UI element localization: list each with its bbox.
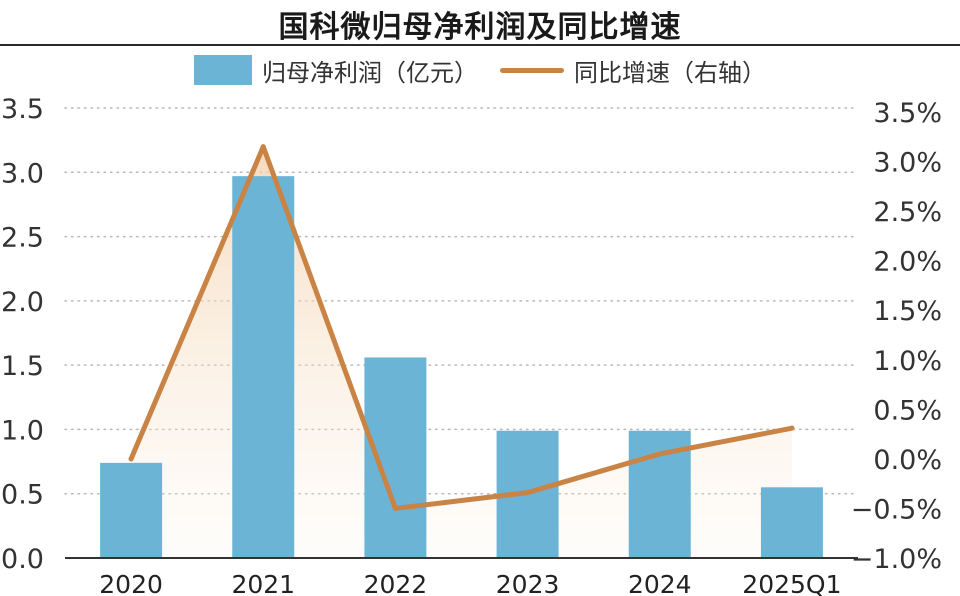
y-left-tick-label: 2.0 (1, 287, 44, 318)
x-tick-label: 2020 (99, 570, 163, 596)
bar (364, 357, 427, 558)
legend-label-line: 同比增速（右轴） (574, 58, 766, 87)
y-right-tick-label: −1.0% (851, 544, 942, 575)
y-left-tick-label: 3.0 (1, 158, 44, 189)
bar (232, 176, 295, 558)
y-right-tick-label: 2.0% (873, 247, 942, 278)
line-point (260, 144, 266, 150)
line-point (657, 451, 663, 457)
y-right-tick-label: 1.0% (873, 346, 942, 377)
y-left-tick-label: 2.5 (1, 223, 44, 254)
y-right-tick-label: 2.5% (873, 197, 942, 228)
y-left-tick-label: 0.5 (1, 480, 44, 511)
title-divider (0, 44, 960, 46)
bar (760, 487, 823, 558)
y-right-tick-label: 0.5% (873, 395, 942, 426)
legend: 归母净利润（亿元） 同比增速（右轴） (0, 52, 960, 88)
y-right-tick-label: 0.0% (873, 445, 942, 476)
x-tick-label: 2025Q1 (742, 570, 841, 596)
x-tick-label: 2022 (364, 570, 428, 596)
x-tick-label: 2021 (231, 570, 295, 596)
bar (100, 462, 163, 558)
y-left-tick-label: 1.0 (1, 415, 44, 446)
y-right-tick-label: 1.5% (873, 296, 942, 327)
legend-item-line: 同比增速（右轴） (500, 53, 766, 88)
y-right-tick-label: 3.5% (873, 98, 942, 129)
line-point (392, 505, 398, 511)
y-left-tick-label: 1.5 (1, 351, 44, 382)
chart-title: 国科微归母净利润及同比增速 (278, 10, 682, 45)
legend-swatch-bar (194, 55, 252, 85)
y-right-tick-label: 3.0% (873, 148, 942, 179)
line-point (789, 425, 795, 431)
line-area-fill (131, 146, 792, 558)
legend-item-bar: 归母净利润（亿元） (194, 53, 478, 88)
growth-line (128, 144, 795, 511)
legend-swatch-line (500, 67, 564, 73)
y-right-tick-label: −0.5% (851, 494, 942, 525)
line-point (525, 490, 531, 496)
x-tick-label: 2024 (628, 570, 692, 596)
y-left-tick-label: 3.5 (1, 94, 44, 125)
line-point (128, 456, 134, 462)
legend-label-bar: 归母净利润（亿元） (262, 58, 478, 87)
x-tick-label: 2023 (496, 570, 560, 596)
y-left-tick-label: 0.0 (1, 544, 44, 575)
